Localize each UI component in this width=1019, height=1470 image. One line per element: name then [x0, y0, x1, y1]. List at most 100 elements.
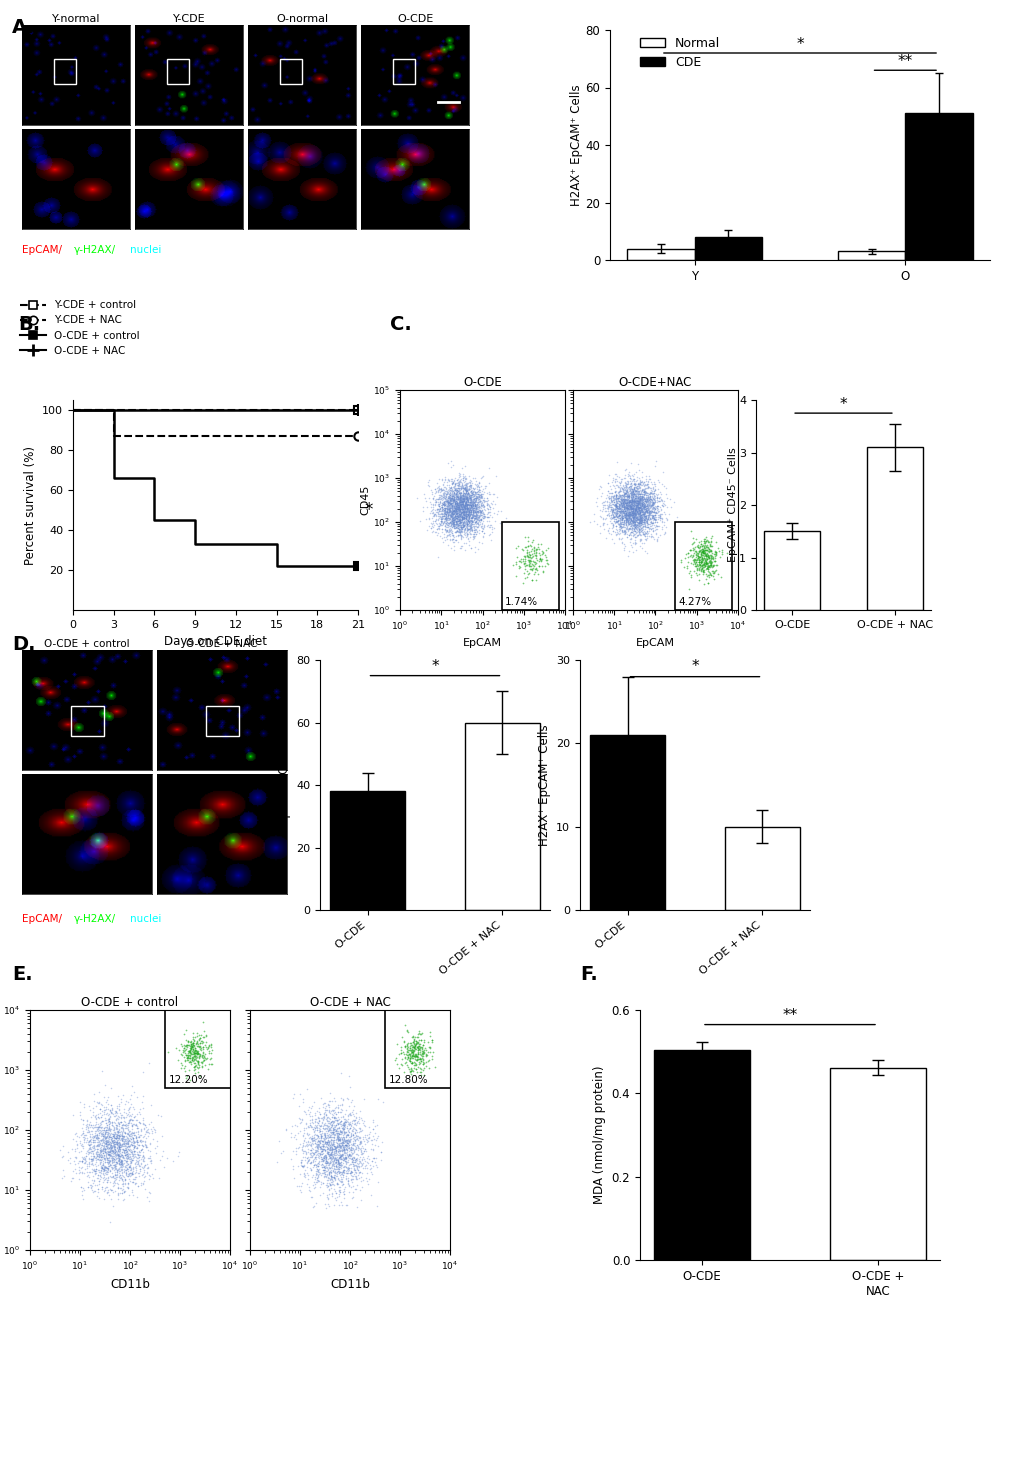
Point	[614, 509, 631, 532]
Point	[407, 1032, 423, 1055]
Point	[441, 492, 458, 516]
Point	[88, 1110, 104, 1133]
Point	[621, 492, 637, 516]
Point	[311, 1170, 327, 1194]
Point	[618, 472, 634, 495]
Point	[111, 1147, 127, 1170]
Point	[643, 497, 659, 520]
Point	[345, 1150, 362, 1173]
Point	[335, 1126, 352, 1150]
Point	[127, 1151, 144, 1175]
Point	[321, 1129, 337, 1152]
Point	[529, 548, 545, 572]
Point	[330, 1150, 346, 1173]
Point	[325, 1151, 341, 1175]
Point	[610, 503, 627, 526]
Point	[126, 1105, 143, 1129]
Point	[458, 490, 474, 513]
Point	[625, 490, 641, 513]
Point	[636, 507, 652, 531]
Point	[622, 481, 638, 504]
Point	[387, 1047, 404, 1070]
Point	[618, 495, 634, 519]
Point	[101, 1136, 117, 1160]
Point	[620, 485, 636, 509]
Point	[452, 520, 469, 544]
Point	[440, 501, 457, 525]
Point	[106, 1152, 122, 1176]
Point	[633, 465, 649, 488]
Point	[635, 497, 651, 520]
Point	[95, 1136, 111, 1160]
Point	[638, 473, 654, 497]
Point	[338, 1157, 355, 1180]
Point	[625, 488, 641, 512]
Point	[336, 1113, 353, 1136]
Point	[450, 513, 467, 537]
Point	[615, 503, 632, 526]
Point	[463, 516, 479, 539]
Point	[619, 506, 635, 529]
Point	[125, 1130, 142, 1154]
Point	[449, 491, 466, 514]
Point	[624, 488, 640, 512]
Point	[87, 1160, 103, 1183]
Point	[602, 490, 619, 513]
Point	[177, 1041, 194, 1064]
Point	[620, 516, 636, 539]
Point	[74, 1133, 91, 1157]
Point	[441, 492, 458, 516]
Point	[656, 492, 673, 516]
Point	[472, 501, 488, 525]
Point	[125, 1126, 142, 1150]
Point	[441, 497, 458, 520]
Point	[439, 497, 455, 520]
Point	[603, 500, 620, 523]
Point	[521, 544, 537, 567]
Point	[648, 487, 664, 510]
Point	[150, 1102, 166, 1126]
Point	[450, 509, 467, 532]
Point	[398, 1044, 415, 1067]
Point	[336, 1148, 353, 1172]
Point	[621, 490, 637, 513]
Point	[306, 1152, 322, 1176]
Point	[688, 550, 704, 573]
Point	[602, 523, 619, 547]
Point	[613, 494, 630, 517]
Point	[622, 503, 638, 526]
Point	[129, 1130, 146, 1154]
Point	[106, 1151, 122, 1175]
Point	[342, 1169, 359, 1192]
Point	[73, 1150, 90, 1173]
Point	[176, 1054, 193, 1078]
Point	[332, 1101, 348, 1125]
Point	[636, 478, 652, 501]
Point	[365, 1108, 381, 1132]
Point	[110, 1138, 126, 1161]
Point	[120, 1132, 137, 1155]
Point	[460, 504, 476, 528]
Point	[118, 1133, 135, 1157]
Point	[631, 479, 647, 503]
Point	[318, 1151, 334, 1175]
Point	[459, 487, 475, 510]
Point	[607, 492, 624, 516]
Point	[61, 1151, 77, 1175]
Point	[622, 503, 638, 526]
Point	[616, 500, 633, 523]
Point	[630, 487, 646, 510]
Point	[636, 509, 652, 532]
Point	[647, 522, 663, 545]
Point	[60, 1139, 76, 1163]
Point	[693, 553, 709, 576]
Point	[634, 514, 650, 538]
Point	[310, 1123, 326, 1147]
Point	[102, 1104, 118, 1127]
Point	[448, 485, 465, 509]
Title: O-CDE + control: O-CDE + control	[82, 995, 178, 1008]
Point	[473, 485, 489, 509]
Point	[291, 1082, 308, 1105]
Point	[466, 488, 482, 512]
Point	[638, 509, 654, 532]
